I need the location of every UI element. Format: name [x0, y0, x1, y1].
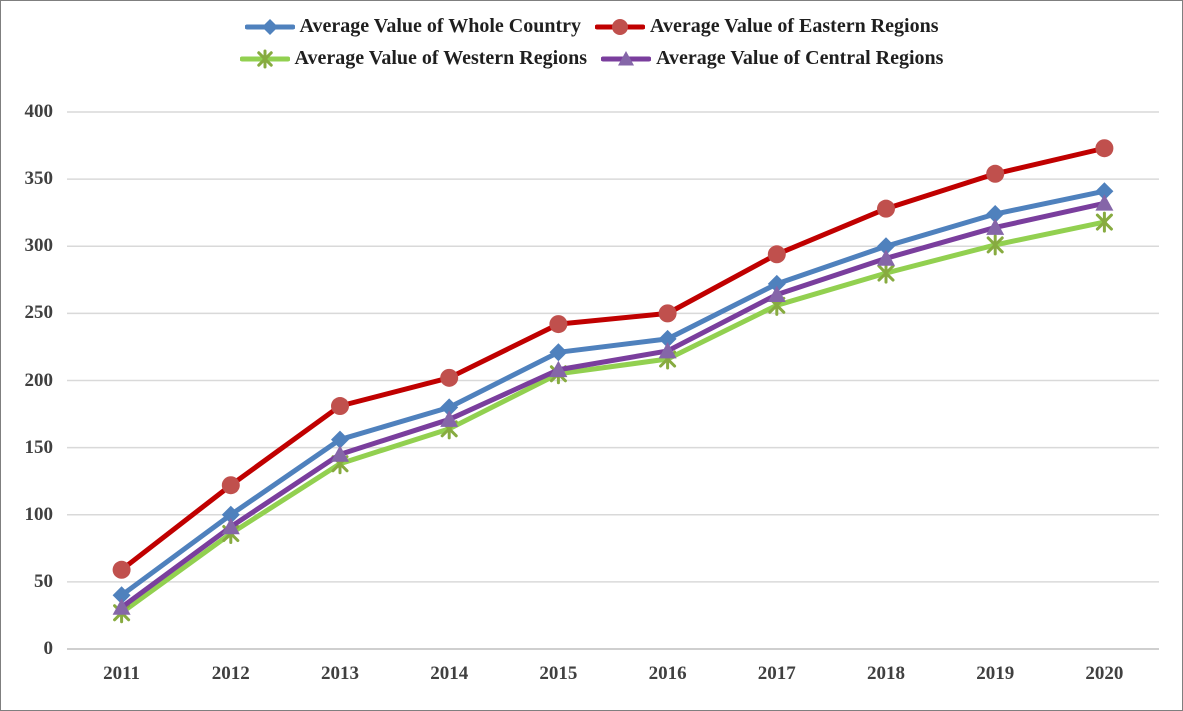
asterisk-legend-marker-icon — [239, 49, 290, 68]
asterisk-marker — [256, 49, 273, 68]
x-tick-label: 2018 — [867, 663, 905, 684]
series-line-1 — [119, 145, 1107, 573]
diamond-marker — [877, 237, 895, 256]
triangle-marker — [331, 445, 349, 462]
asterisk-marker — [986, 234, 1004, 256]
triangle-marker — [1095, 194, 1114, 211]
diamond-legend-marker-icon — [244, 18, 295, 35]
circle-marker — [112, 560, 131, 579]
x-tick-label: 2011 — [103, 663, 141, 684]
triangle-marker — [877, 249, 895, 266]
series-line-2 — [119, 219, 1107, 616]
x-tick-label: 2020 — [1085, 663, 1124, 684]
circle-marker — [440, 368, 459, 387]
y-tick-label: 400 — [24, 101, 54, 122]
diamond-marker — [261, 18, 278, 35]
asterisk-marker — [1095, 211, 1113, 233]
y-tick-label: 0 — [43, 638, 54, 659]
diamond-marker — [331, 430, 349, 449]
circle-marker — [221, 476, 240, 495]
triangle-marker — [112, 598, 131, 615]
diamond-marker — [440, 398, 459, 417]
diamond-marker — [1095, 182, 1114, 201]
diamond-marker — [112, 586, 131, 605]
x-tick-label: 2013 — [321, 663, 359, 684]
triangle-marker — [440, 410, 459, 427]
x-tick-label: 2012 — [211, 663, 250, 684]
triangle-legend-marker-icon — [601, 50, 652, 66]
diamond-marker — [767, 274, 786, 293]
legend-label: Average Value of Western Regions — [294, 47, 588, 69]
x-tick-label: 2016 — [648, 663, 687, 684]
circle-marker — [986, 164, 1005, 183]
legend-label: Average Value of Central Regions — [656, 47, 944, 69]
circle-marker — [611, 18, 628, 35]
x-tick-label: 2017 — [757, 663, 796, 684]
triangle-marker — [986, 218, 1005, 235]
circle-legend-marker-icon — [594, 18, 645, 35]
triangle-marker — [549, 360, 568, 378]
y-tick-label: 300 — [24, 235, 54, 257]
circle-marker — [1095, 139, 1114, 158]
diamond-marker — [549, 343, 568, 362]
triangle-marker — [767, 285, 786, 302]
asterisk-marker — [877, 262, 895, 284]
x-tick-label: 2019 — [976, 663, 1015, 684]
chart-legend: Average Value of Whole Country Average Va… — [92, 15, 1092, 70]
circle-marker — [658, 304, 677, 323]
y-tick-label: 100 — [24, 503, 54, 525]
y-tick-label: 50 — [34, 570, 53, 592]
y-tick-label: 150 — [24, 436, 54, 458]
triangle-marker — [618, 50, 635, 66]
legend-item-3: Average Value of Central Regions — [601, 47, 943, 70]
circle-marker — [549, 315, 568, 334]
triangle-marker — [658, 341, 677, 359]
legend-label: Average Value of Eastern Regions — [649, 15, 939, 37]
diamond-marker — [221, 505, 240, 524]
plot-area — [67, 111, 1159, 650]
legend-item-0: Average Value of Whole Country — [244, 15, 581, 38]
x-tick-label: 2015 — [539, 663, 578, 684]
y-tick-label: 350 — [24, 168, 54, 190]
triangle-marker — [221, 517, 240, 535]
circle-marker — [331, 397, 349, 416]
circle-marker — [767, 245, 786, 264]
legend-label: Average Value of Whole Country — [299, 15, 581, 37]
diamond-marker — [986, 205, 1005, 224]
series-line-0 — [119, 188, 1107, 598]
legend-item-2: Average Value of Western Regions — [239, 47, 588, 70]
y-tick-label: 200 — [24, 369, 54, 391]
plot-svg — [67, 111, 1159, 650]
diamond-marker — [658, 329, 677, 348]
x-tick-label: 2014 — [430, 663, 469, 684]
legend-item-1: Average Value of Eastern Regions — [594, 15, 939, 38]
circle-marker — [877, 199, 895, 218]
y-tick-label: 250 — [24, 302, 54, 324]
series-line-3 — [119, 200, 1107, 610]
